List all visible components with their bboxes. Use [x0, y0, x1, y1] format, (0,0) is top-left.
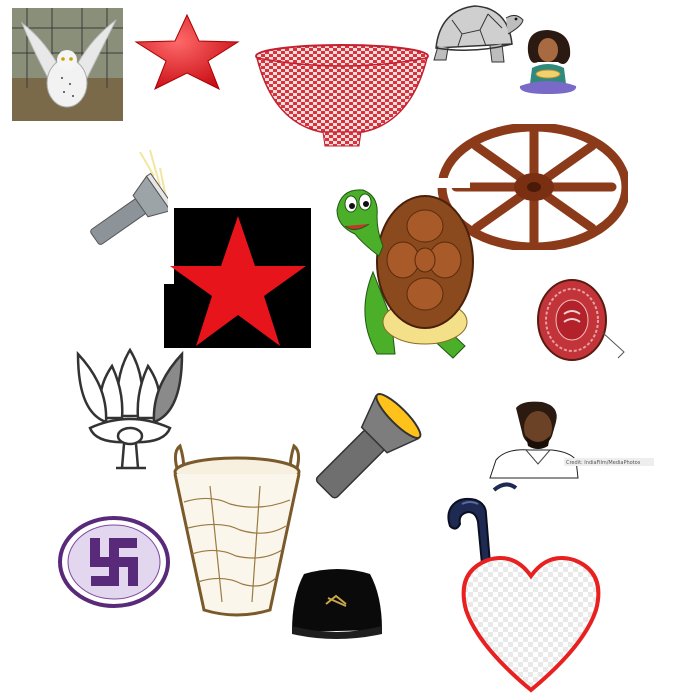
tortoise-sketch-icon: [430, 0, 525, 72]
black-cap-icon: [290, 566, 384, 640]
woven-basket-bowl-icon: [253, 42, 431, 152]
swastika-badge-icon: [58, 516, 171, 608]
drum-shield-icon: [528, 272, 628, 370]
owl-photo-icon: [12, 8, 123, 121]
man-photo-icon: Credit: IndiaFilm/MediaPhotos: [486, 400, 656, 490]
photo-credit-text: Credit: IndiaFilm/MediaPhotos: [566, 460, 641, 466]
tall-basket-icon: [170, 442, 304, 620]
walking-stick-icon: [440, 480, 520, 564]
flashlight-large-icon: [300, 378, 436, 512]
woman-eating-icon: [516, 28, 581, 98]
cartoon-turtle-icon: [333, 186, 475, 364]
lotus-outline-icon: [72, 346, 188, 472]
flashlight-small-icon: [70, 146, 168, 250]
cart-wheel-icon: [436, 124, 628, 250]
heart-outline-icon: [458, 552, 604, 694]
red-star-icon: [134, 13, 240, 91]
red-star-black-square-icon: [164, 208, 311, 348]
